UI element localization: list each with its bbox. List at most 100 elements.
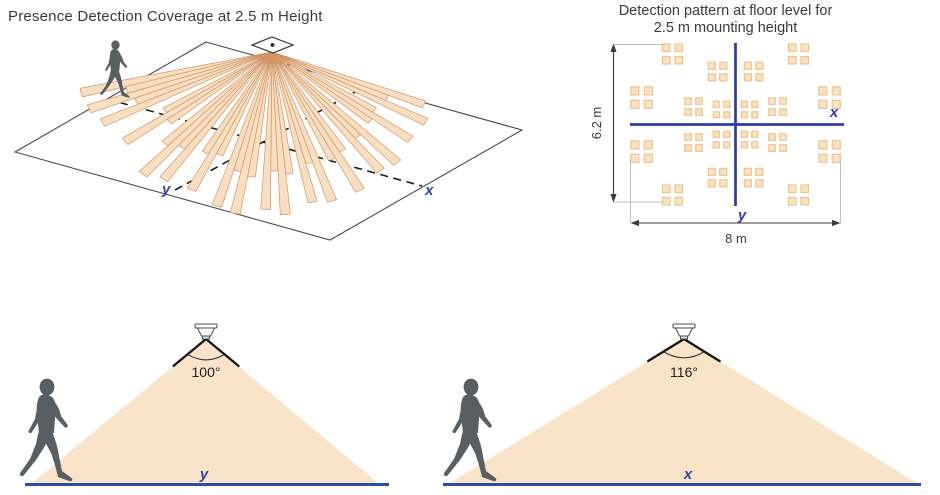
detection-beam [247,51,273,178]
angle-leg [647,337,686,363]
detection-zone-square [787,55,797,65]
detection-zone-square [787,43,797,53]
detection-beam [100,51,273,127]
detection-zone-square [779,108,787,116]
detection-zone-square [719,179,728,188]
detection-zone-square [674,55,684,65]
detection-zone-square [743,73,752,82]
persp-x-axis-label: x [424,182,434,199]
cone-y-view: 100° y [19,323,389,486]
detection-zone-square [661,43,671,53]
detection-zone-square [831,153,841,163]
detection-zone-square [661,55,671,65]
pattern-view: x y 6.2 m 8 m [589,43,844,246]
detection-zone-square [712,100,720,108]
detection-zone-square [755,179,764,188]
detection-beam [166,51,273,125]
detection-zone-square [723,100,731,108]
detection-zone-square [719,61,728,70]
detection-zone-square [719,73,728,82]
detection-zone-square [695,97,703,105]
detection-zone-square [831,99,841,109]
cone-x-angle-label: 116° [670,364,698,380]
detection-zone-square [707,73,716,82]
detection-zone-square [643,99,653,109]
detection-zone-square [768,97,776,105]
angle-leg [682,337,721,363]
arrow-left-icon [630,219,639,227]
detection-zone-square [674,43,684,53]
arrow-up-icon [610,43,617,52]
detection-zone-square [800,184,810,194]
detection-beam [271,51,426,109]
angle-arc [187,353,225,361]
perspective-title: Presence Detection Coverage at 2.5 m Hei… [8,8,323,25]
detection-zone-square [723,130,731,138]
floor-x-label: x [683,466,693,483]
angle-arc [663,351,705,359]
detection-zone-square [661,196,671,206]
detection-zone-square [831,140,841,150]
detection-zone-square [755,167,764,176]
cone-x-view: 116° x [443,323,921,486]
detection-zone-square [695,108,703,116]
detection-zone-square [707,167,716,176]
detection-beam [271,51,337,203]
arrow-right-icon [832,219,841,227]
pattern-title-line1: Detection pattern at floor level for [618,3,833,19]
detection-zone-square [684,108,692,116]
detection-zone-square [695,144,703,152]
downlight-sensor-icon [194,323,218,340]
pattern-title-line2: 2.5 m mounting height [653,19,798,36]
pattern-title: Detection pattern at floor level for 2.5… [578,3,873,36]
width-dimension-label: 8 m [725,231,747,246]
detection-zone-square [707,61,716,70]
detection-zone-square [643,140,653,150]
detection-beam [159,51,273,183]
detection-beam [216,51,273,157]
detection-zone-square [755,73,764,82]
pattern-x-axis-label: x [829,104,839,121]
detection-zone-square [751,100,759,108]
detection-zone-square [723,111,731,119]
detection-zone-square [779,144,787,152]
detection-zone-square [751,141,759,149]
detection-zone-square [723,141,731,149]
arrow-down-icon [610,194,617,203]
detection-zone-square [695,133,703,141]
floor-y-label: y [199,466,209,483]
detection-zone-square [743,61,752,70]
detection-beam [271,51,377,113]
angle-leg [172,337,208,367]
detection-zone-square [751,130,759,138]
perspective-view: y x [13,36,524,241]
downlight-sensor-icon [672,323,696,340]
detection-zone-square [630,140,640,150]
detection-zone-square [755,61,764,70]
detection-zone-square [674,184,684,194]
detection-zone-square [779,133,787,141]
detection-zone-square [787,184,797,194]
coverage-cone [450,339,917,483]
detection-zone-square [818,86,828,96]
detection-zone-square [800,55,810,65]
detection-zone-square [707,179,716,188]
persp-y-axis-label: y [161,181,171,198]
detection-zone-square [768,144,776,152]
floor-axis-x-dashed [106,98,423,187]
detection-zone-square [818,153,828,163]
detection-zone-square [712,130,720,138]
detection-zone-square [684,133,692,141]
detection-beam [271,51,347,153]
detection-zone-square [831,86,841,96]
detection-zone-square [740,141,748,149]
detection-zone-square [768,108,776,116]
detection-zone-square [818,140,828,150]
beam-fan [79,51,429,215]
height-dimension-label: 6.2 m [589,107,604,140]
detection-zone-square [643,86,653,96]
detection-beam [271,51,294,175]
sensor-lens-icon [270,43,275,47]
detection-zone-square [787,196,797,206]
